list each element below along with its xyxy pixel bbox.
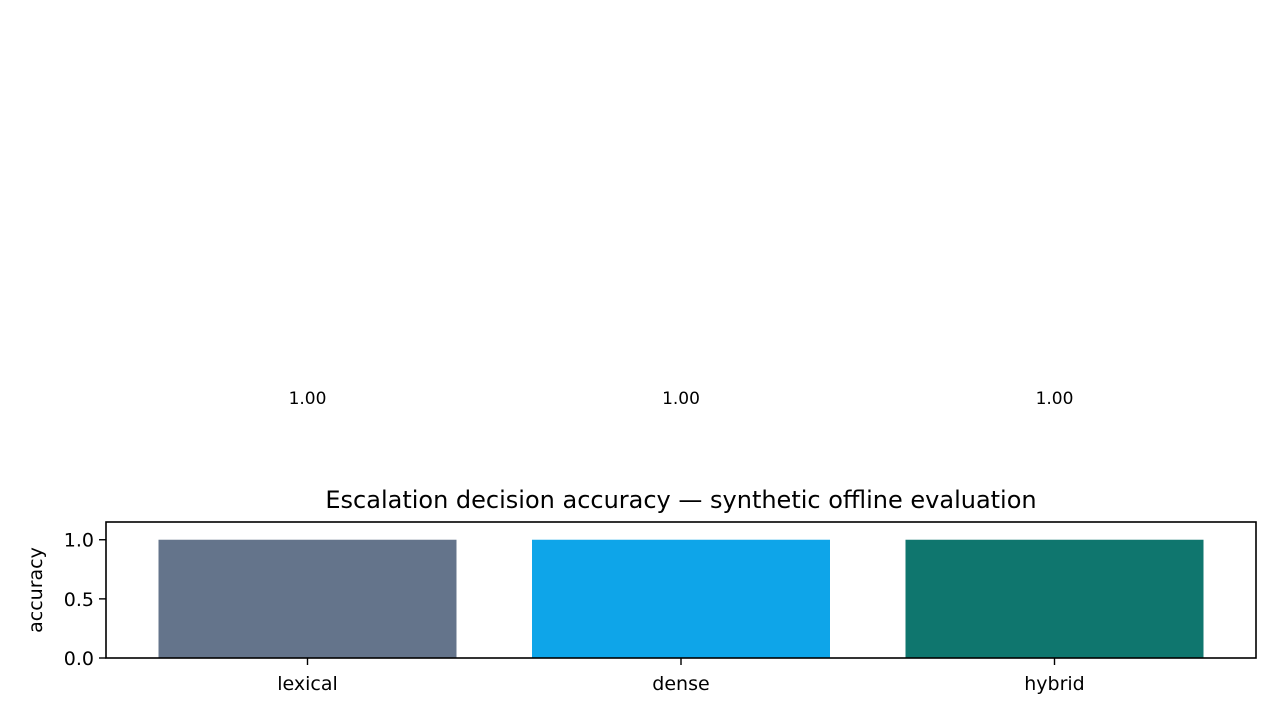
x-tick-label-dense: dense	[652, 673, 709, 695]
y-axis: 0.0 0.5 1.0	[64, 530, 106, 670]
x-tick-label-lexical: lexical	[277, 673, 338, 695]
y-tick-label: 0.0	[64, 648, 94, 670]
bars-layer	[158, 539, 1204, 658]
chart-title: Escalation decision accuracy — synthetic…	[325, 486, 1036, 514]
y-tick-label: 1.0	[64, 530, 94, 552]
value-labels-layer: 1.00 1.00 1.00	[289, 389, 1074, 409]
x-axis: lexical dense hybrid	[277, 658, 1085, 695]
y-axis-label: accuracy	[25, 547, 47, 633]
value-label-hybrid: 1.00	[1036, 389, 1074, 409]
bar-lexical	[158, 539, 457, 658]
value-label-dense: 1.00	[662, 389, 700, 409]
bar-dense	[532, 539, 830, 658]
value-label-lexical: 1.00	[289, 389, 327, 409]
x-tick-label-hybrid: hybrid	[1024, 673, 1085, 695]
y-tick-label: 0.5	[64, 589, 94, 611]
bar-hybrid	[905, 539, 1204, 658]
